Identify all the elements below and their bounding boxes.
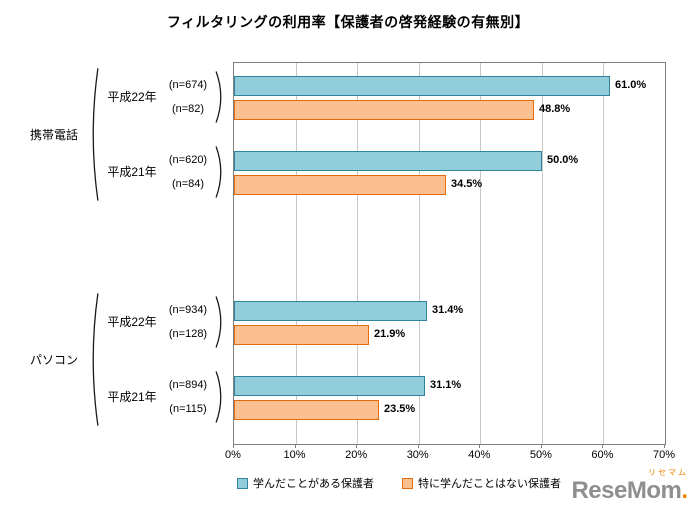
gridline — [295, 63, 297, 444]
bar — [234, 100, 534, 120]
gridline — [603, 63, 605, 444]
bar — [234, 76, 610, 96]
bar-value-label: 50.0% — [547, 154, 579, 166]
x-tick-label: 70% — [652, 449, 676, 461]
plot-area: 61.0% 48.8% 50.0% 34.5% 31.4% 21.9% 31.1% 23.5% — [233, 62, 666, 445]
group-brace — [88, 67, 99, 202]
n-label: (n=128) — [168, 328, 208, 340]
bar-value-label: 31.4% — [432, 304, 464, 316]
bar — [234, 400, 379, 420]
watermark-dot: . — [681, 477, 688, 504]
x-tick-label: 40% — [468, 449, 491, 461]
gridline — [357, 63, 359, 444]
resemom-watermark: リセマム ReseMom. — [571, 469, 688, 503]
n-label: (n=84) — [171, 178, 205, 190]
n-label: (n=674) — [168, 79, 208, 91]
bar — [234, 325, 369, 345]
x-tick-label: 30% — [406, 449, 429, 461]
year-brace — [215, 371, 226, 423]
year-brace — [215, 71, 226, 123]
bar — [234, 151, 542, 171]
year-label: 平成22年 — [107, 315, 157, 329]
legend-swatch-learned — [237, 477, 248, 489]
x-tick-label: 50% — [529, 449, 552, 461]
year-brace — [215, 146, 226, 198]
chart-title: フィルタリングの利用率【保護者の啓発経験の有無別】 — [166, 14, 530, 30]
bar-value-label: 21.9% — [374, 328, 406, 340]
year-label: 平成21年 — [107, 390, 157, 404]
group-label: 携帯電話 — [29, 127, 78, 142]
group-brace — [88, 292, 99, 427]
x-tick-label: 60% — [591, 449, 614, 461]
gridline — [480, 63, 482, 444]
watermark-ruby: リセマム — [648, 468, 688, 477]
x-tick-label: 20% — [345, 449, 368, 461]
n-label: (n=894) — [168, 379, 208, 391]
bar — [234, 175, 446, 195]
bar-value-label: 31.1% — [430, 379, 462, 391]
legend-swatch-not-learned — [402, 477, 413, 489]
year-label: 平成22年 — [107, 90, 157, 104]
n-label: (n=934) — [168, 304, 208, 316]
legend-item-not-learned: 特に学んだことはない保護者 — [402, 475, 561, 491]
x-tick-label: 0% — [225, 449, 241, 461]
bar-value-label: 48.8% — [539, 103, 571, 115]
bar-value-label: 23.5% — [384, 403, 416, 415]
x-tick-label: 10% — [283, 449, 306, 461]
legend-label-not-learned: 特に学んだことはない保護者 — [418, 478, 561, 490]
gridline — [418, 63, 420, 444]
year-label: 平成21年 — [107, 165, 157, 179]
n-label: (n=82) — [171, 103, 205, 115]
bar — [234, 376, 425, 396]
watermark-text: ReseMom — [571, 477, 682, 504]
legend-item-learned: 学んだことがある保護者 — [237, 475, 374, 491]
gridline — [541, 63, 543, 444]
bar — [234, 301, 427, 321]
legend-label-learned: 学んだことがある保護者 — [253, 478, 374, 490]
year-brace — [215, 296, 226, 348]
n-label: (n=620) — [168, 154, 208, 166]
legend: 学んだことがある保護者 特に学んだことはない保護者 — [237, 475, 561, 491]
bar-value-label: 34.5% — [451, 178, 483, 190]
n-label: (n=115) — [169, 403, 207, 415]
bar-value-label: 61.0% — [615, 79, 647, 91]
group-label: パソコン — [29, 352, 78, 367]
